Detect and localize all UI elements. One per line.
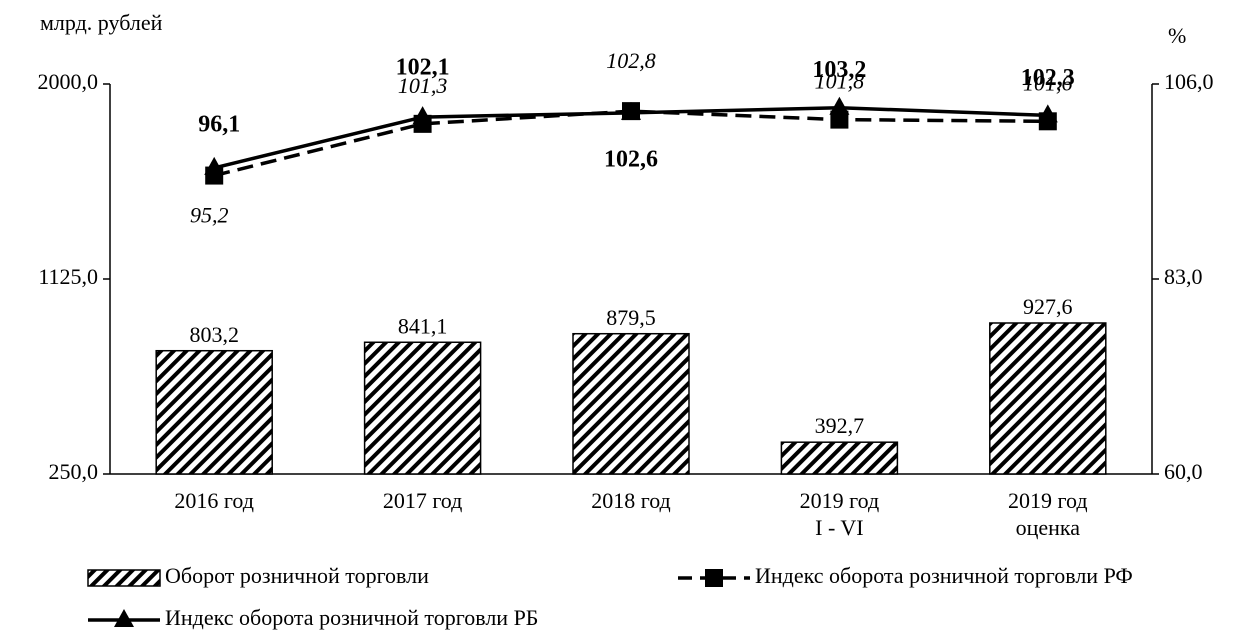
x-tick-label: 2019 год	[800, 488, 880, 513]
line-value-label: 95,2	[190, 203, 229, 228]
y-tick-label: 250,0	[49, 459, 99, 484]
x-tick-label: 2019 год	[1008, 488, 1088, 513]
marker	[1037, 104, 1058, 123]
line-value-label: 102,3	[1021, 65, 1075, 91]
line-value-label: 102,1	[396, 55, 450, 81]
bar-value-label: 803,2	[189, 322, 239, 347]
bar	[780, 441, 899, 475]
y2-tick-label: 83,0	[1164, 264, 1203, 289]
bar-value-label: 841,1	[398, 313, 448, 338]
marker	[412, 106, 433, 125]
x-tick-label: 2018 год	[591, 488, 671, 513]
y-tick-label: 1125,0	[38, 264, 98, 289]
legend-marker	[705, 569, 723, 587]
y-tick-label: 2000,0	[38, 69, 99, 94]
x-tick-label: оценка	[1016, 515, 1081, 540]
bar	[155, 349, 273, 475]
line-value-label: 101,6	[1023, 70, 1073, 95]
y2-tick-label: 106,0	[1164, 69, 1214, 94]
line-value-label: 101,3	[398, 73, 448, 98]
line-value-label: 102,8	[606, 48, 656, 73]
line-value-label: 102,6	[604, 146, 658, 172]
bar	[363, 341, 482, 475]
line-value-label: 101,8	[815, 69, 865, 94]
line-value-label: 103,2	[812, 57, 866, 83]
bar	[572, 332, 690, 475]
bar-value-label: 927,6	[1023, 294, 1073, 319]
bar-value-label: 392,7	[815, 413, 865, 438]
y2-axis-label: %	[1168, 23, 1186, 48]
x-tick-label: I - VI	[815, 515, 863, 540]
marker	[829, 96, 850, 115]
y-axis-label: млрд. рублей	[40, 10, 163, 35]
x-tick-label: 2017 год	[383, 488, 463, 513]
marker	[621, 101, 641, 120]
legend-label: Индекс оборота розничной торговли РФ	[755, 563, 1133, 588]
legend-swatch	[87, 569, 161, 587]
x-tick-label: 2016 год	[174, 488, 254, 513]
y2-tick-label: 60,0	[1164, 459, 1203, 484]
legend-marker	[114, 609, 134, 627]
legend-label: Индекс оборота розничной торговли РБ	[165, 605, 538, 630]
line-value-label: 96,1	[198, 111, 240, 137]
marker	[204, 156, 225, 175]
bar-value-label: 879,5	[606, 305, 656, 330]
marker	[830, 110, 849, 129]
bar	[989, 322, 1107, 475]
legend-label: Оборот розничной торговли	[165, 563, 429, 588]
